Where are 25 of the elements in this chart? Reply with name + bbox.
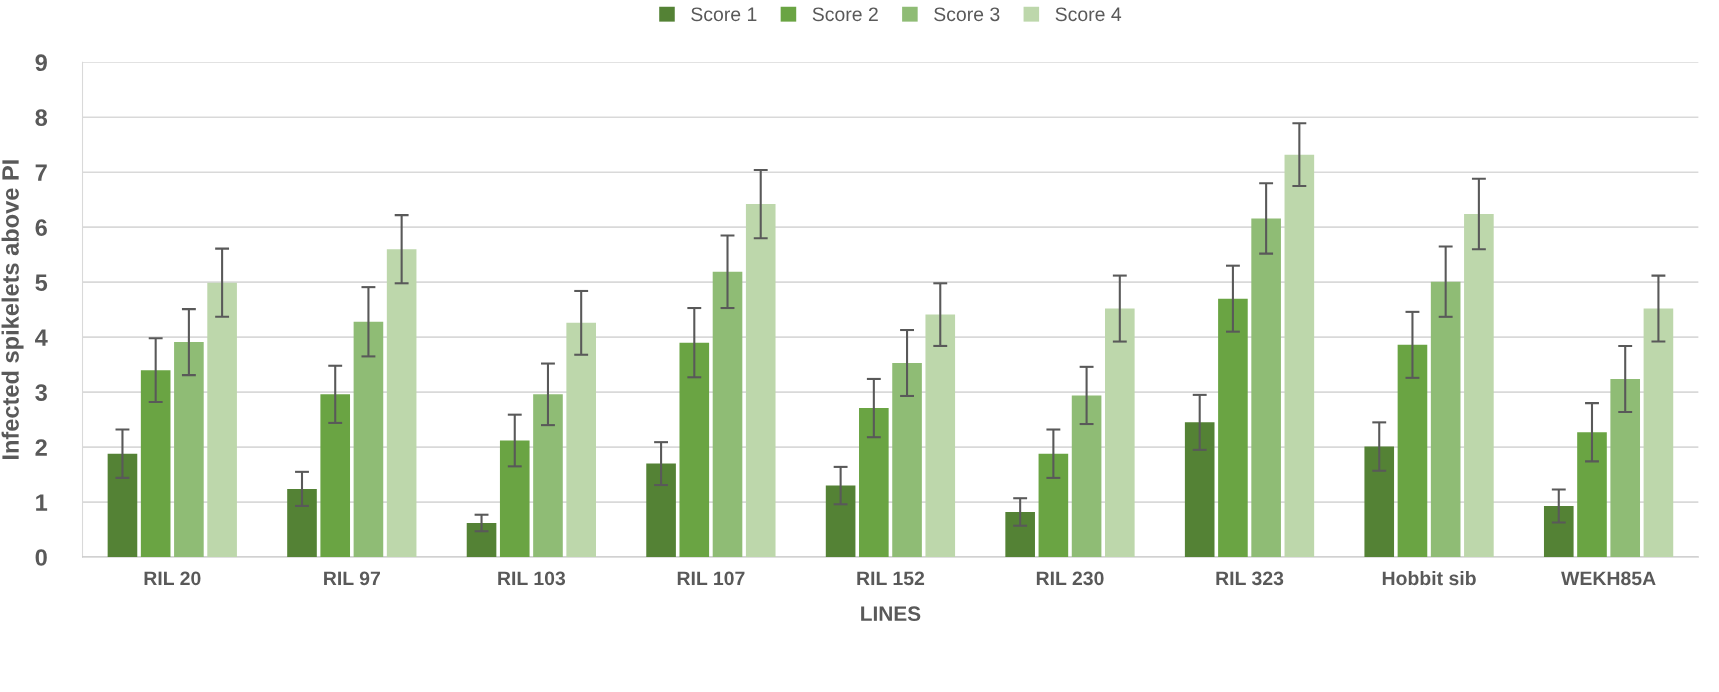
y-tick-label: 3 [35, 384, 47, 401]
x-tick-label: RIL 20 [144, 571, 201, 586]
y-tick-label: 7 [35, 164, 47, 181]
x-tick-label: RIL 97 [324, 571, 380, 586]
y-tick-label: 6 [35, 219, 47, 236]
y-tick-label: 2 [35, 439, 47, 456]
x-tick-label: WEKH85A [1561, 571, 1656, 586]
x-tick-label: RIL 107 [677, 571, 745, 586]
x-tick-label: RIL 323 [1216, 571, 1284, 586]
legend-label: Score 3 [934, 7, 1000, 22]
x-tick-label: RIL 230 [1036, 571, 1104, 586]
x-tick-label: Hobbit sib [1382, 570, 1476, 586]
y-tick-label: 4 [35, 329, 48, 346]
y-tick-label: 0 [35, 549, 47, 566]
y-tick-label: 8 [35, 109, 48, 127]
y-tick-label: 5 [35, 274, 48, 291]
x-tick-label: RIL 152 [857, 571, 925, 586]
legend-label: Score 4 [1055, 7, 1122, 22]
y-axis-title: Infected spikelets above PI [1, 160, 24, 459]
y-tick-label: 9 [35, 54, 47, 72]
legend-label: Score 2 [812, 7, 878, 22]
legend-label: Score 1 [691, 7, 757, 22]
x-axis-title: LINES [861, 606, 921, 622]
y-tick-label: 1 [36, 494, 48, 511]
x-tick-label: RIL 103 [498, 571, 566, 586]
